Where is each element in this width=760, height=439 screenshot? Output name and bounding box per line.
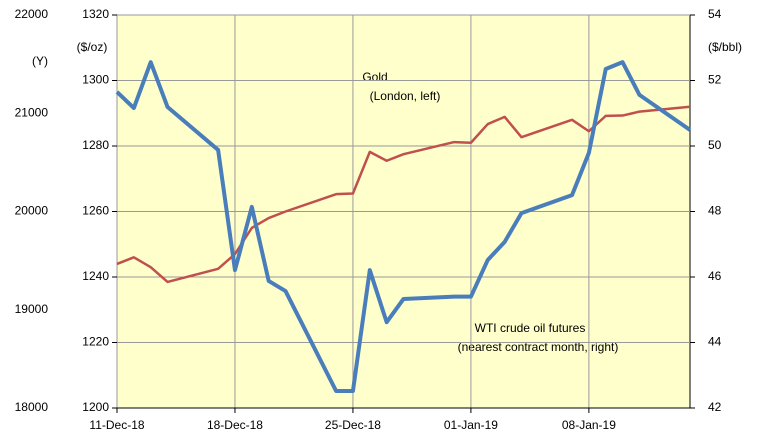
x-tick-label: 01-Jan-19 — [444, 418, 498, 432]
y-tick-label: 1280 — [82, 138, 109, 152]
yen-tick-label: 18000 — [15, 400, 49, 414]
y2-tick-label: 42 — [708, 400, 722, 414]
series-line — [115, 60, 692, 393]
yen-axis-label: (Y) — [32, 54, 48, 68]
annotation: Gold — [362, 70, 387, 84]
annotation: (nearest contract month, right) — [458, 340, 619, 354]
y2-tick-label: 50 — [708, 138, 722, 152]
y2-tick-label: 44 — [708, 335, 722, 349]
y2-tick-label: 46 — [708, 269, 722, 283]
y-tick-label: 1220 — [82, 335, 109, 349]
y-tick-label: 1260 — [82, 204, 109, 218]
annotation: WTI crude oil futures — [475, 321, 586, 335]
series-line — [116, 105, 691, 284]
y-tick-label: 1320 — [82, 7, 109, 21]
y2-tick-label: 54 — [708, 7, 722, 21]
y2-tick-label: 48 — [708, 204, 722, 218]
yen-tick-label: 20000 — [15, 204, 49, 218]
x-tick-label: 11-Dec-18 — [89, 418, 144, 432]
x-tick-label: 08-Jan-19 — [562, 418, 616, 432]
x-tick-label: 25-Dec-18 — [325, 418, 381, 432]
y-tick-label: 1300 — [82, 73, 109, 87]
annotation: (London, left) — [370, 89, 441, 103]
y2-axis-label: ($/bbl) — [708, 40, 742, 54]
yen-tick-label: 21000 — [15, 105, 49, 119]
y-axis-label: ($/oz) — [77, 40, 108, 54]
yen-tick-label: 22000 — [15, 7, 49, 21]
y2-tick-label: 52 — [708, 73, 722, 87]
y-tick-label: 1200 — [82, 400, 109, 414]
x-tick-label: 18-Dec-18 — [207, 418, 263, 432]
yen-tick-label: 19000 — [15, 302, 49, 316]
y-tick-label: 1240 — [82, 269, 109, 283]
